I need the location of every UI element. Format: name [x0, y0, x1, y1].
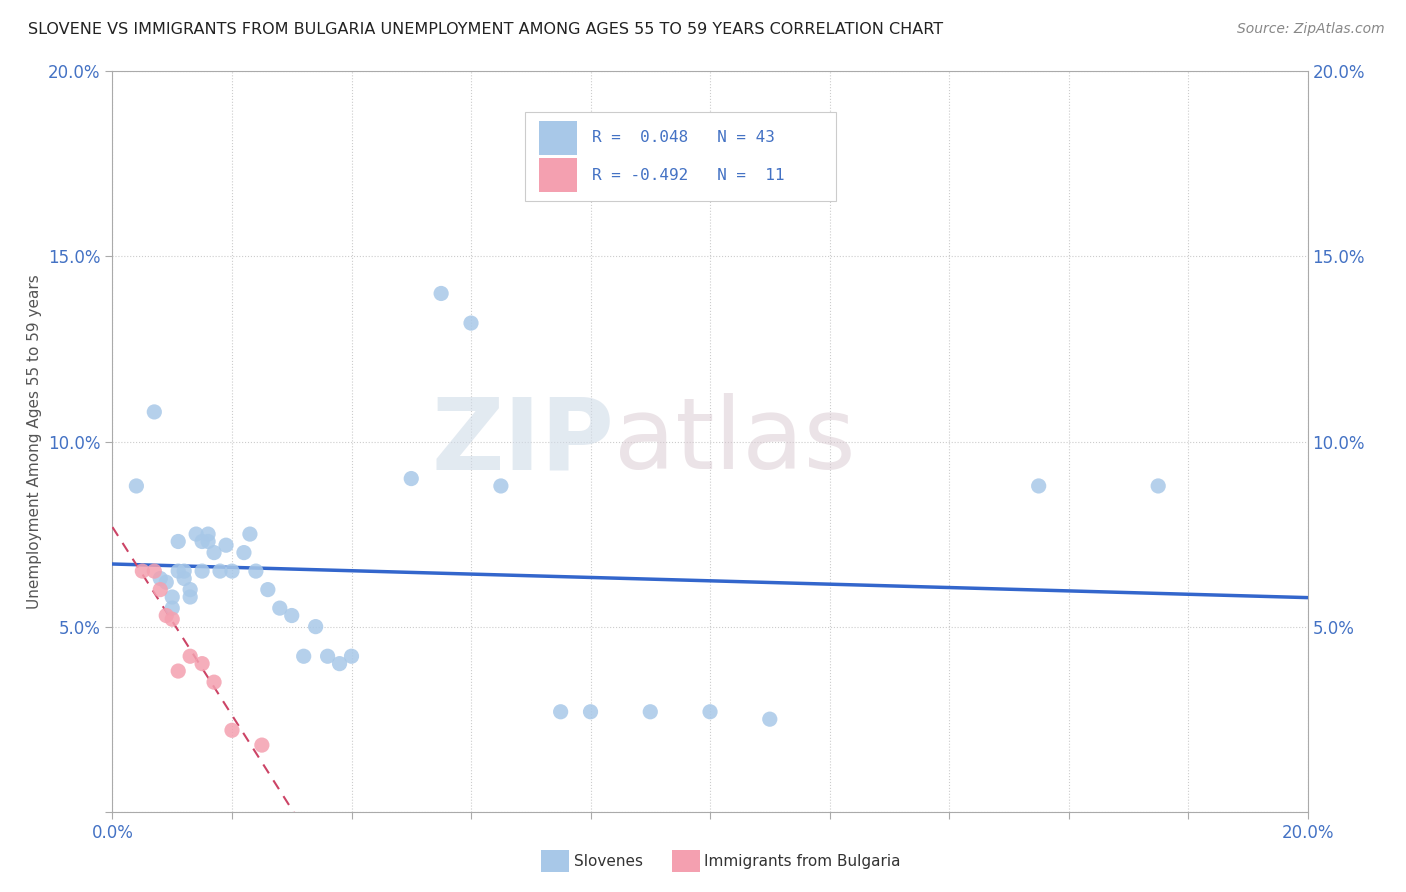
Point [143, 405, 166, 419]
Point [191, 564, 214, 578]
Point [167, 664, 190, 678]
Point [292, 649, 315, 664]
Point [197, 534, 219, 549]
Point [281, 608, 304, 623]
Text: ZIP: ZIP [432, 393, 614, 490]
Point [305, 619, 328, 633]
Point [167, 534, 190, 549]
Point [202, 675, 225, 690]
Point [401, 472, 423, 486]
Point [167, 564, 190, 578]
Text: Source: ZipAtlas.com: Source: ZipAtlas.com [1237, 22, 1385, 37]
FancyBboxPatch shape [524, 112, 835, 201]
Point [215, 538, 238, 552]
Point [173, 564, 195, 578]
Point [179, 590, 201, 604]
Point [233, 545, 256, 560]
Point [759, 712, 782, 726]
Point [197, 527, 219, 541]
Point [155, 575, 177, 590]
Point [173, 572, 195, 586]
Point [699, 705, 721, 719]
Point [1147, 479, 1170, 493]
Point [316, 649, 339, 664]
Point [179, 582, 201, 597]
Point [125, 479, 148, 493]
FancyBboxPatch shape [538, 121, 578, 154]
Point [430, 286, 453, 301]
Point [186, 527, 208, 541]
Point [579, 705, 602, 719]
Point [221, 723, 243, 738]
Point [149, 572, 172, 586]
Point [489, 479, 512, 493]
Point [340, 649, 363, 664]
Point [269, 601, 291, 615]
FancyBboxPatch shape [538, 159, 578, 192]
Text: SLOVENE VS IMMIGRANTS FROM BULGARIA UNEMPLOYMENT AMONG AGES 55 TO 59 YEARS CORRE: SLOVENE VS IMMIGRANTS FROM BULGARIA UNEM… [28, 22, 943, 37]
Point [162, 601, 183, 615]
Point [1028, 479, 1050, 493]
Point [329, 657, 352, 671]
Point [550, 705, 572, 719]
Point [143, 564, 166, 578]
Point [191, 657, 214, 671]
Text: R =  0.048   N = 43: R = 0.048 N = 43 [592, 130, 775, 145]
Text: Immigrants from Bulgaria: Immigrants from Bulgaria [704, 855, 901, 869]
Point [250, 738, 273, 752]
Y-axis label: Unemployment Among Ages 55 to 59 years: Unemployment Among Ages 55 to 59 years [27, 274, 42, 609]
Point [245, 564, 267, 578]
Point [640, 705, 662, 719]
Text: atlas: atlas [614, 393, 856, 490]
Point [191, 534, 214, 549]
Point [460, 316, 482, 330]
Point [257, 582, 280, 597]
Point [162, 590, 183, 604]
Text: Slovenes: Slovenes [574, 855, 643, 869]
Point [149, 582, 172, 597]
Point [162, 612, 183, 626]
Point [239, 527, 262, 541]
Point [221, 564, 243, 578]
Text: R = -0.492   N =  11: R = -0.492 N = 11 [592, 168, 785, 183]
Point [209, 564, 232, 578]
Point [155, 608, 177, 623]
Point [131, 564, 153, 578]
Point [179, 649, 201, 664]
Point [202, 545, 225, 560]
